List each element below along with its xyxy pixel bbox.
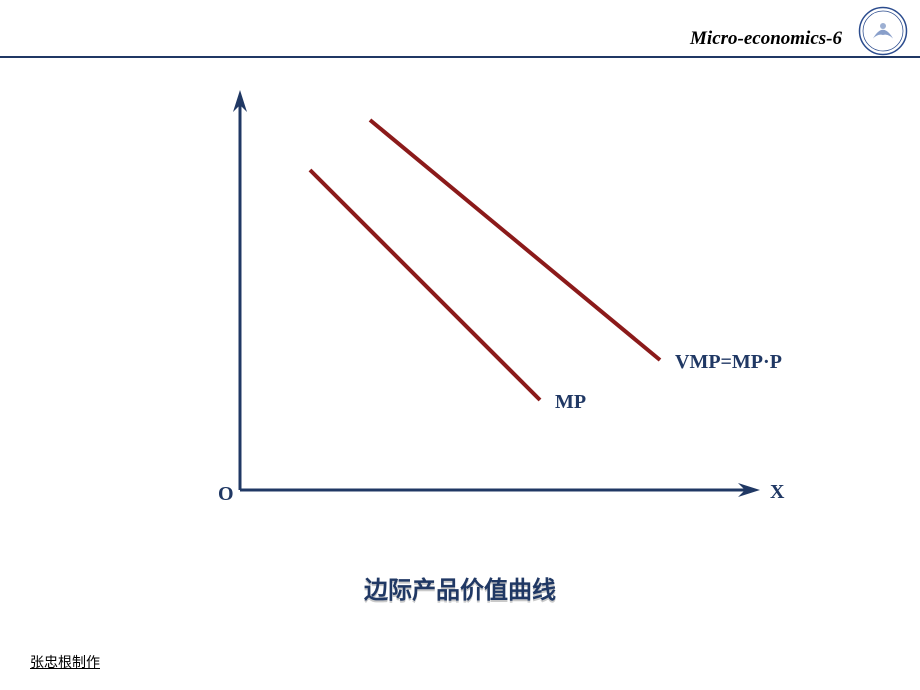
x-axis-label: X <box>770 481 785 503</box>
origin-label: O <box>218 483 234 505</box>
chart-area: O X MP VMP=MP·P <box>200 90 770 510</box>
slide-header: Micro-economics-6 <box>0 0 920 58</box>
header-title: Micro-economics-6 <box>690 28 842 50</box>
line-label-mp: MP <box>555 391 586 413</box>
line-vmp <box>370 120 660 360</box>
line-label-vmp: VMP=MP·P <box>675 351 782 373</box>
footer-author: 张忠根制作 <box>30 652 100 672</box>
chart-title: 边际产品价值曲线 边际产品价值曲线 <box>0 570 920 605</box>
chart-title-text: 边际产品价值曲线 <box>364 577 556 604</box>
line-mp <box>310 170 540 400</box>
university-logo <box>858 6 908 56</box>
chart-svg: O X MP VMP=MP·P <box>200 90 770 510</box>
